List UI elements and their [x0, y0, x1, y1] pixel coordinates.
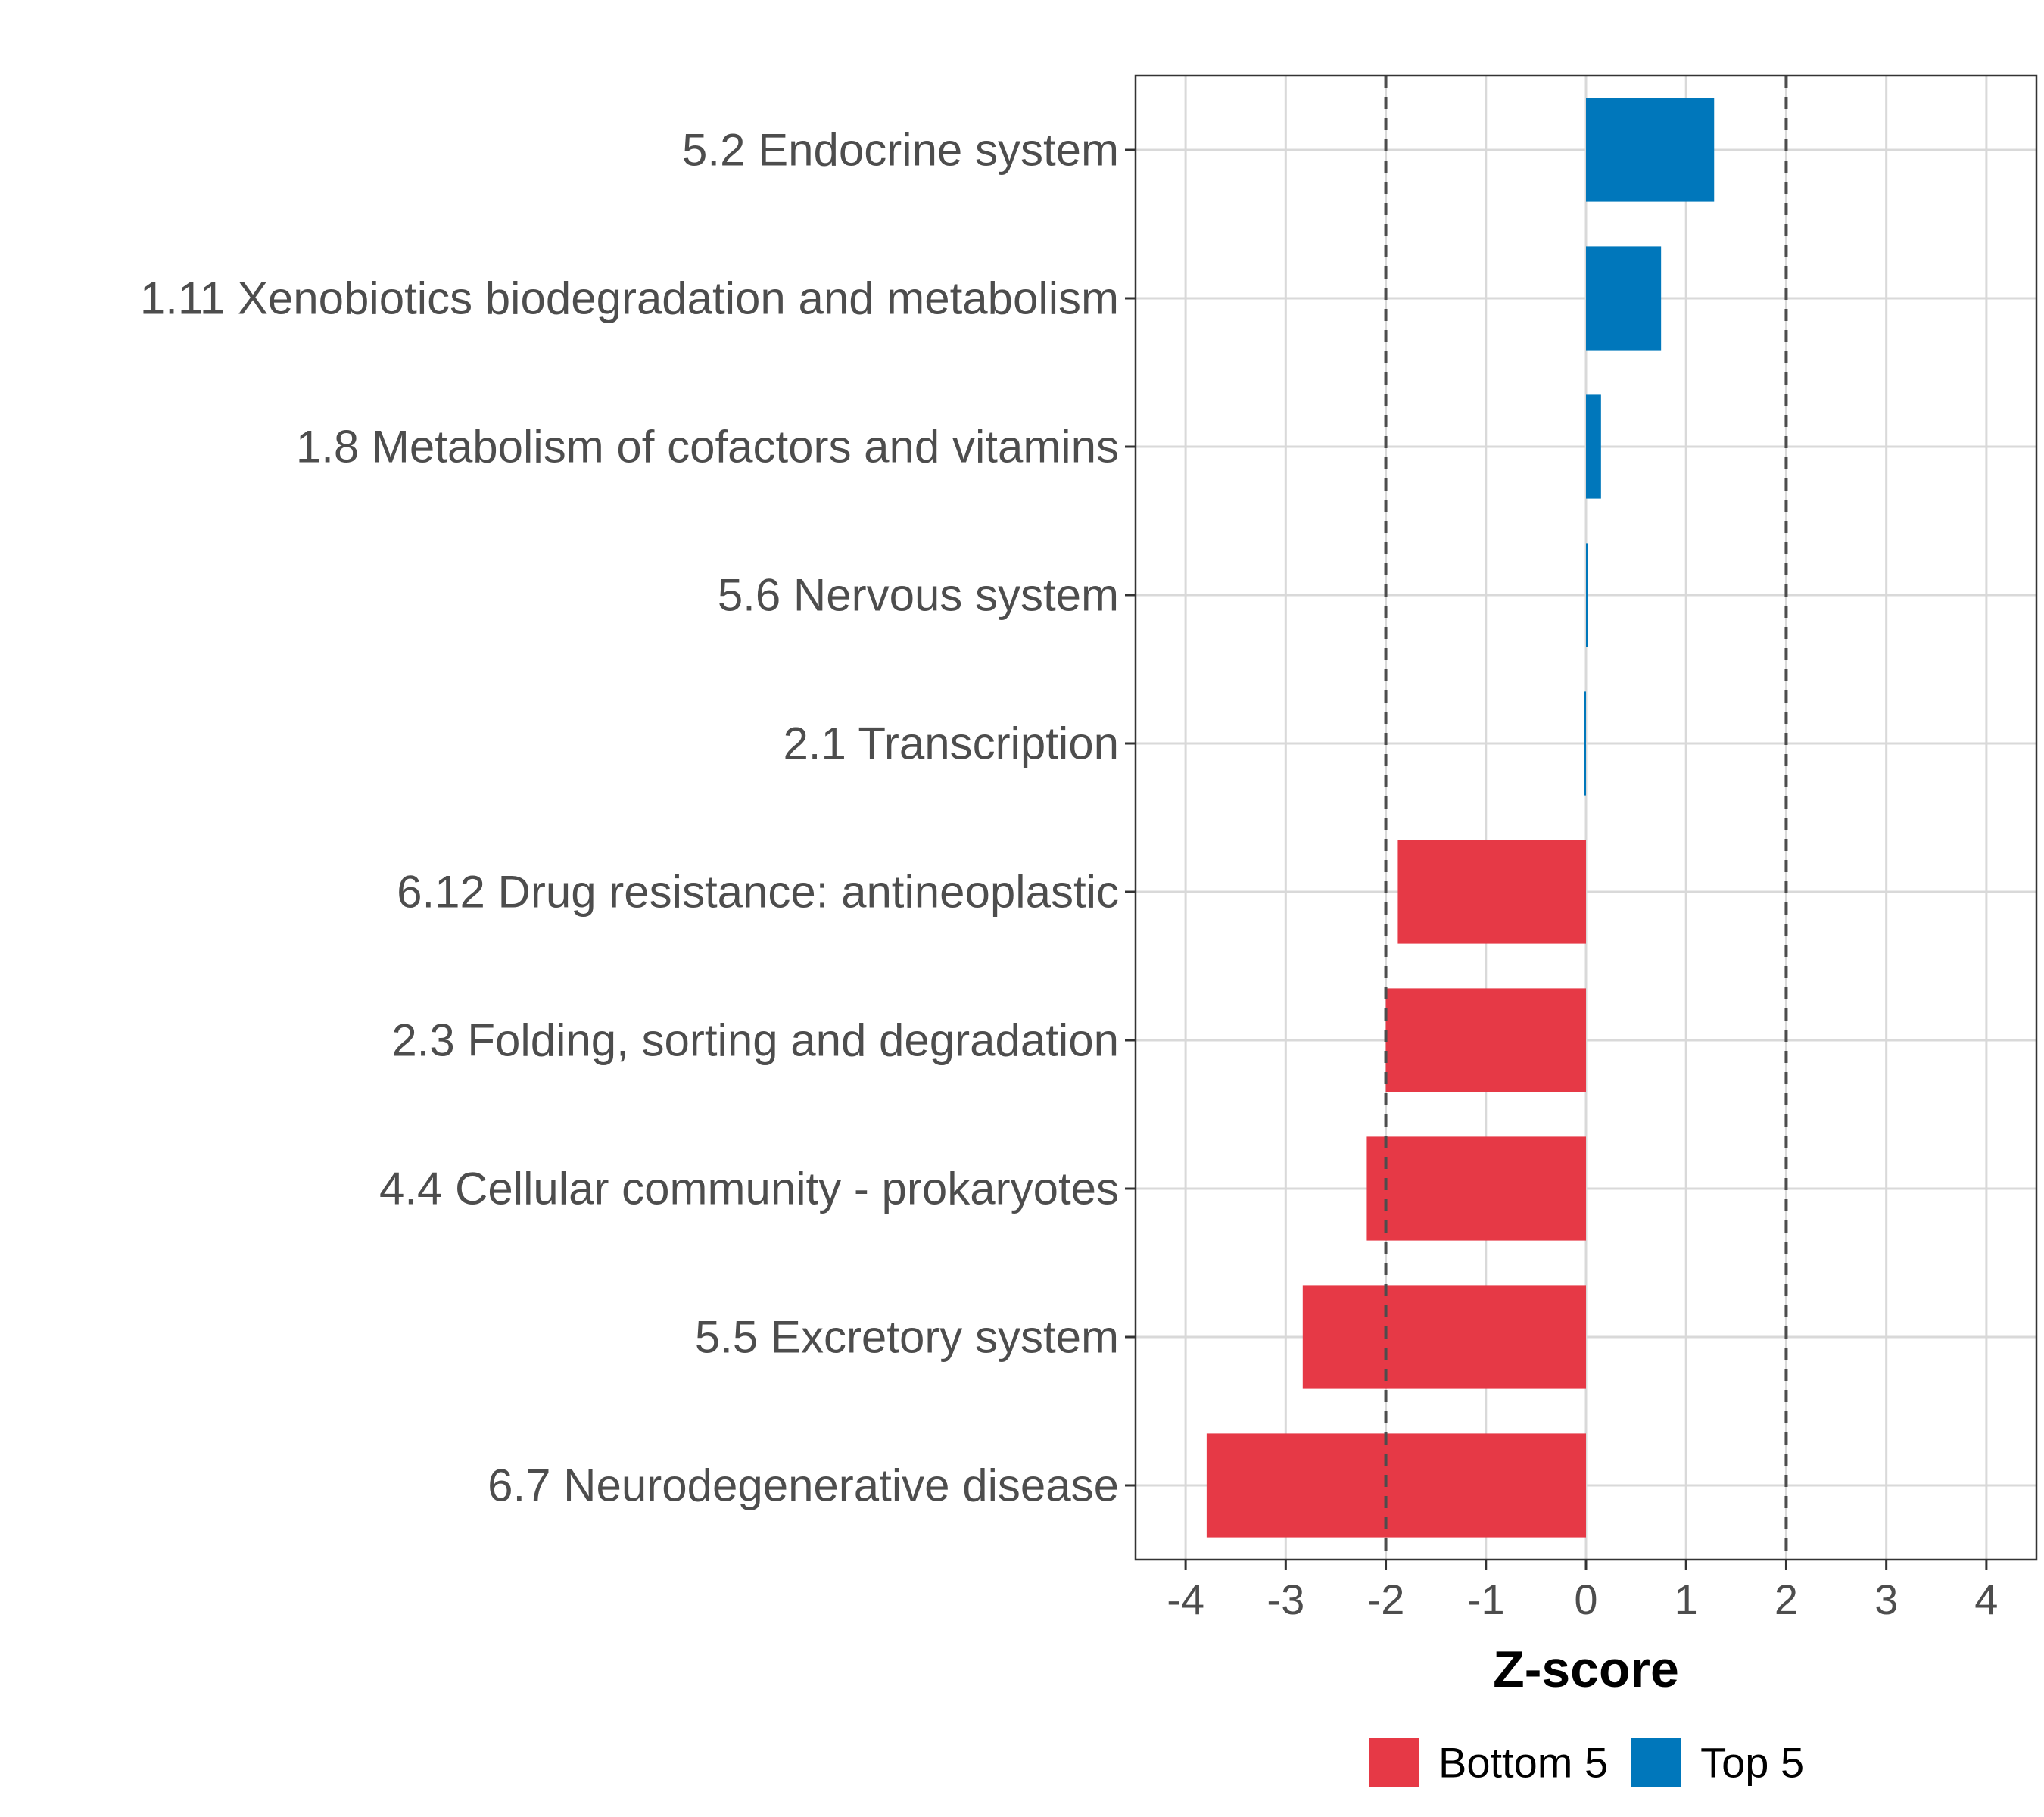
y-tick-label: 1.8 Metabolism of cofactors and vitamins [296, 422, 1119, 472]
legend-swatch-top-5 [1631, 1738, 1681, 1787]
bar-1-11-xenobiotics-biodegradation-and-metabolism [1586, 246, 1662, 351]
x-tick-label: 2 [1774, 1575, 1798, 1623]
bar-5-2-endocrine-system [1586, 98, 1715, 202]
bar-6-12-drug-resistance-antineoplastic [1397, 840, 1586, 944]
bar-5-5-excretory-system [1302, 1285, 1586, 1389]
bar-4-4-cellular-community-prokaryotes [1366, 1136, 1586, 1241]
y-tick-label: 2.3 Folding, sorting and degradation [391, 1015, 1119, 1066]
x-tick-label: 0 [1574, 1575, 1597, 1623]
legend: Bottom 5 Top 5 [1369, 1738, 1804, 1787]
y-axis: 5.2 Endocrine system 1.11 Xenobiotics bio… [140, 125, 1136, 1511]
legend-label-bottom-5: Bottom 5 [1438, 1739, 1608, 1787]
bar-1-8-metabolism-of-cofactors-and-vitamins [1586, 394, 1601, 499]
bar-2-1-transcription [1584, 691, 1586, 796]
x-tick-label: 4 [1974, 1575, 1998, 1623]
x-tick-label: -3 [1267, 1575, 1304, 1623]
y-tick-label: 5.5 Excretory system [695, 1312, 1119, 1363]
x-tick-label: 3 [1874, 1575, 1898, 1623]
y-tick-label: 5.2 Endocrine system [682, 125, 1119, 176]
y-tick-label: 6.7 Neurodegenerative disease [488, 1460, 1119, 1511]
legend-label-top-5: Top 5 [1700, 1739, 1804, 1787]
bar-2-3-folding-sorting-and-degradation [1385, 988, 1586, 1092]
x-tick-label: 1 [1675, 1575, 1698, 1623]
legend-swatch-bottom-5 [1369, 1738, 1419, 1787]
y-tick-label: 5.6 Nervous system [718, 570, 1119, 621]
y-tick-label: 2.1 Transcription [783, 718, 1119, 769]
x-tick-label: -2 [1367, 1575, 1405, 1623]
x-axis: -4 -3 -2 -1 0 1 2 3 4 [1167, 1560, 1998, 1623]
bar-6-7-neurodegenerative-disease [1206, 1433, 1586, 1538]
bars [1206, 98, 1715, 1538]
y-tick-label: 1.11 Xenobiotics biodegradation and meta… [140, 273, 1119, 324]
y-tick-label: 4.4 Cellular community - prokaryotes [379, 1164, 1119, 1214]
bar-5-6-nervous-system [1586, 543, 1588, 647]
x-tick-label: -1 [1467, 1575, 1505, 1623]
x-axis-title: Z-score [1493, 1641, 1679, 1698]
y-tick-label: 6.12 Drug resistance: antineoplastic [397, 867, 1119, 918]
reference-lines [1384, 76, 1788, 1560]
x-tick-label: -4 [1167, 1575, 1204, 1623]
